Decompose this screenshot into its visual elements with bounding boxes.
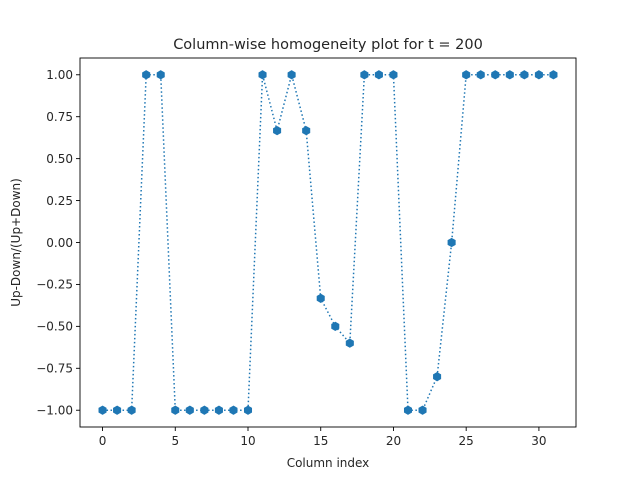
data-point — [316, 293, 325, 303]
x-tick-label: 20 — [386, 434, 401, 448]
data-point — [258, 70, 267, 80]
data-point — [374, 70, 383, 80]
y-tick-label: 0.25 — [46, 194, 73, 208]
data-point — [403, 405, 413, 415]
data-point — [331, 321, 340, 332]
series-line — [102, 71, 554, 411]
data-point — [389, 70, 398, 80]
data-point — [418, 405, 427, 415]
y-tick-label: −0.75 — [36, 362, 73, 376]
data-point — [345, 338, 354, 348]
y-tick-label: −0.25 — [36, 278, 73, 292]
chart-title: Column-wise homogeneity plot for t = 200 — [173, 37, 483, 53]
data-point — [476, 70, 485, 80]
y-tick-label: 0.00 — [46, 236, 73, 250]
x-axis-label: Column index — [287, 456, 370, 470]
data-point — [534, 70, 543, 80]
x-tick-label: 25 — [459, 434, 474, 448]
data-point — [360, 70, 369, 80]
data-point — [171, 405, 180, 415]
data-point — [214, 405, 223, 415]
data-point — [185, 405, 194, 415]
data-point — [505, 70, 514, 80]
data-point — [549, 70, 558, 80]
data-point — [447, 237, 456, 248]
data-point — [520, 70, 529, 80]
y-axis-label: Up-Down/(Up+Down) — [9, 178, 23, 307]
data-point — [229, 405, 238, 415]
data-point — [243, 405, 253, 415]
data-point — [433, 372, 442, 382]
x-tick-label: 0 — [99, 434, 107, 448]
x-tick-label: 15 — [313, 434, 328, 448]
data-point — [302, 125, 311, 136]
data-point — [142, 70, 151, 80]
y-tick-label: 1.00 — [46, 68, 73, 82]
plot-area — [98, 70, 558, 415]
y-tick-label: 0.50 — [46, 152, 73, 166]
x-axis: 0 5 10 15 20 25 30 — [99, 427, 547, 448]
y-axis: 1.00 0.75 0.50 0.25 0.00 −0.25 −0.50 −0.75 −1.00 — [36, 68, 80, 418]
y-tick-label: −0.50 — [36, 320, 73, 334]
data-point — [113, 405, 122, 415]
x-tick-label: 30 — [531, 434, 546, 448]
x-tick-label: 5 — [171, 434, 179, 448]
data-point — [273, 125, 282, 136]
y-tick-label: −1.00 — [36, 404, 73, 418]
data-point — [98, 405, 107, 415]
x-tick-label: 10 — [240, 434, 255, 448]
y-tick-label: 0.75 — [46, 110, 73, 124]
data-point — [491, 70, 500, 80]
data-point — [287, 70, 296, 80]
data-point — [462, 70, 471, 80]
data-point — [200, 405, 209, 415]
data-point — [156, 70, 165, 80]
data-point — [127, 405, 136, 415]
